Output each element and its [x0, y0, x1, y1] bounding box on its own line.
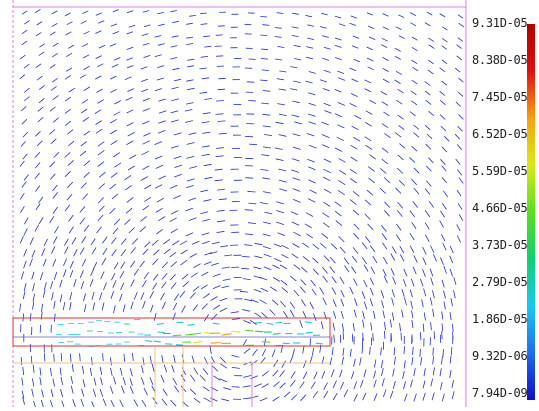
field-arrow	[176, 345, 183, 346]
field-arrow	[262, 342, 270, 343]
field-arrow	[248, 101, 256, 102]
legend-label-6: 3.73D-05	[472, 238, 527, 252]
field-arrow	[245, 330, 253, 331]
legend-label-9: 9.32D-06	[472, 349, 527, 363]
field-arrow	[433, 348, 434, 356]
field-arrow	[218, 89, 226, 90]
field-arrow	[373, 333, 374, 341]
field-arrow	[316, 343, 323, 344]
legend-label-0: 9.31D-05	[472, 16, 527, 30]
field-arrow	[71, 354, 72, 362]
field-arrow	[21, 357, 22, 365]
legend-label-1: 8.38D-05	[472, 53, 527, 67]
legend-label-8: 1.86D-05	[472, 312, 527, 326]
legend-label-7: 2.79D-05	[472, 275, 527, 289]
field-arrow	[216, 56, 223, 57]
legend-label-10: 7.94D-09	[472, 386, 527, 400]
field-arrow	[158, 332, 165, 333]
field-arrow	[173, 335, 182, 336]
field-arrow	[451, 347, 452, 355]
color-legend: 9.31D-05 8.38D-05 7.45D-05 6.52D-05 5.59…	[466, 0, 539, 407]
legend-label-4: 5.59D-05	[472, 164, 527, 178]
field-arrow	[255, 331, 263, 332]
legend-label-3: 6.52D-05	[472, 127, 527, 141]
colorbar	[527, 24, 535, 400]
field-arrow	[211, 343, 221, 344]
legend-label-5: 4.66D-05	[472, 201, 527, 215]
field-arrow	[245, 178, 253, 179]
field-arrow	[218, 78, 225, 79]
field-arrow	[352, 334, 353, 342]
legend-label-2: 7.45D-05	[472, 90, 527, 104]
field-arrow	[44, 353, 45, 361]
colorbar-gradient	[527, 24, 535, 400]
field-arrow	[217, 66, 224, 67]
field-arrow	[61, 353, 62, 361]
